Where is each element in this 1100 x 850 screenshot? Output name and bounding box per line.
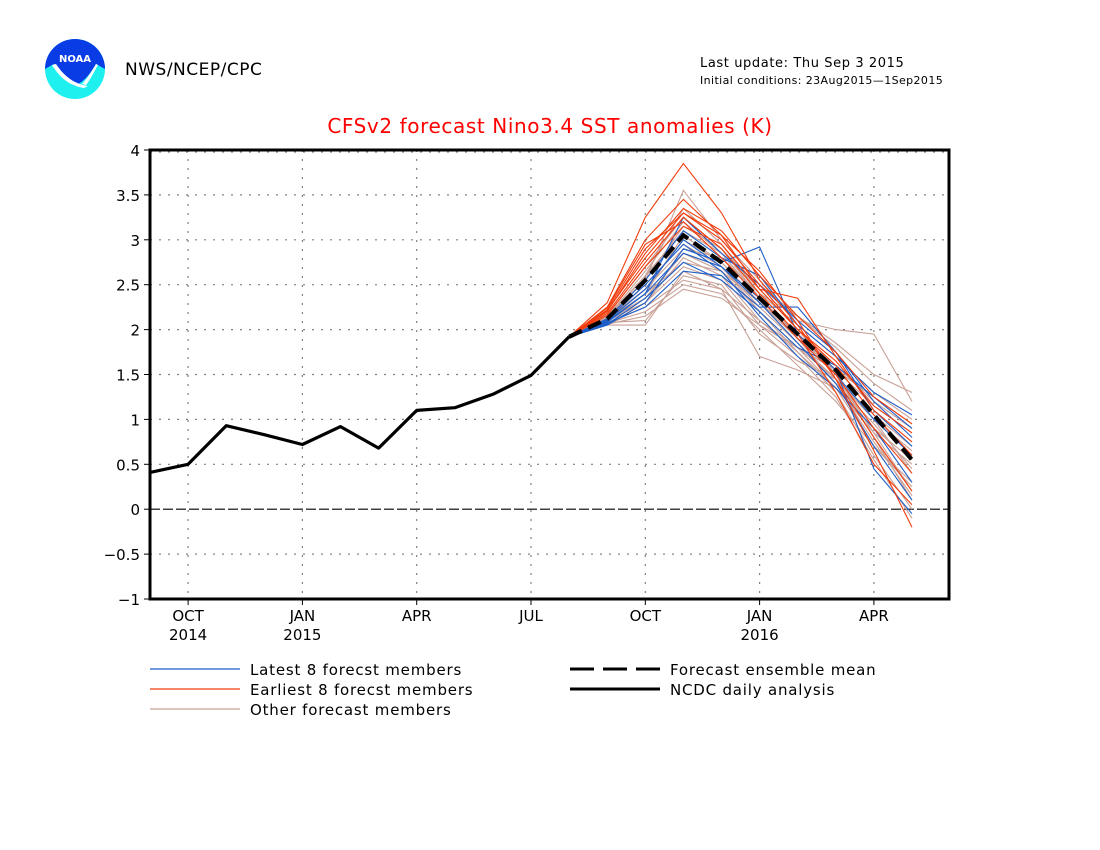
observed-group [149, 335, 571, 474]
x-tick-year-label: 2015 [283, 626, 321, 644]
y-tick-label: 2.5 [116, 277, 140, 295]
other-member-line [568, 270, 913, 465]
legend-label-latest: Latest 8 forecst members [250, 661, 462, 679]
grid-lines [150, 150, 949, 599]
earliest-member-line [568, 162, 913, 528]
legend-label-earliest: Earliest 8 forecst members [250, 681, 473, 699]
x-tick-label: JUL [518, 607, 543, 625]
y-tick-label: −0.5 [104, 546, 140, 564]
x-tick-label: OCT [630, 607, 662, 625]
earliest-member-line [568, 212, 913, 492]
initial-conditions-text: Initial conditions: 23Aug2015—1Sep2015 [700, 74, 944, 87]
legend-label-mean: Forecast ensemble mean [670, 661, 876, 679]
latest-member-line [568, 261, 913, 429]
x-tick-label: APR [859, 607, 889, 625]
organization-label: NWS/NCEP/CPC [125, 60, 263, 80]
y-tick-label: 1.5 [116, 367, 140, 385]
legend-label-other: Other forecast members [250, 701, 452, 719]
plot-frame [148, 148, 951, 601]
y-axis: 4 3.5 3 2.5 2 1.5 1 0.5 0 −0.5 −1 [104, 142, 150, 609]
noaa-logo: NOAA [44, 38, 106, 100]
mean-group [568, 232, 914, 462]
y-tick-label: −1 [118, 591, 140, 609]
earliest-member-line [568, 212, 913, 434]
latest-member-line [568, 239, 913, 501]
y-tick-label: 0 [130, 501, 140, 519]
x-tick-year-label: 2014 [169, 626, 207, 644]
y-tick-label: 1 [130, 411, 140, 429]
observed-line [149, 335, 571, 474]
x-tick-label: JAN [746, 607, 773, 625]
x-tick-label: APR [402, 607, 432, 625]
y-tick-label: 3 [130, 232, 140, 250]
earliest-members-group [568, 162, 913, 528]
x-tick-year-label: 2016 [741, 626, 779, 644]
earliest-member-line [568, 221, 913, 474]
y-tick-label: 3.5 [116, 187, 140, 205]
legend-label-observed: NCDC daily analysis [670, 681, 835, 699]
mean-line [568, 232, 914, 462]
other-members-group [568, 189, 913, 519]
y-tick-label: 4 [130, 142, 140, 160]
x-tick-label: OCT [172, 607, 204, 625]
latest-member-line [568, 246, 913, 515]
y-tick-label: 2 [130, 322, 140, 340]
noaa-logo-icon: NOAA [45, 39, 105, 99]
plot-border [148, 148, 951, 601]
x-tick-label: JAN [289, 607, 316, 625]
earliest-member-line [568, 216, 913, 506]
last-update-text: Last update: Thu Sep 3 2015 [700, 56, 905, 71]
y-tick-label: 0.5 [116, 456, 140, 474]
latest-member-line [568, 270, 913, 438]
chart-title: CFSv2 forecast Nino3.4 SST anomalies (K) [327, 114, 773, 138]
latest-member-line [568, 252, 913, 456]
logo-text: NOAA [59, 54, 91, 65]
legend: Latest 8 forecst members Earliest 8 forec… [150, 661, 876, 719]
